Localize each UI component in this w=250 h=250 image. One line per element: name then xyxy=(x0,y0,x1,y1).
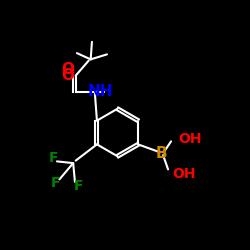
Text: B: B xyxy=(156,146,168,161)
Text: OH: OH xyxy=(172,167,195,181)
Text: F: F xyxy=(74,178,83,193)
Text: O: O xyxy=(61,62,74,78)
Text: F: F xyxy=(48,151,58,165)
Text: OH: OH xyxy=(178,132,202,146)
Text: F: F xyxy=(51,176,60,190)
Text: NH: NH xyxy=(88,84,113,99)
Text: O: O xyxy=(62,68,75,83)
